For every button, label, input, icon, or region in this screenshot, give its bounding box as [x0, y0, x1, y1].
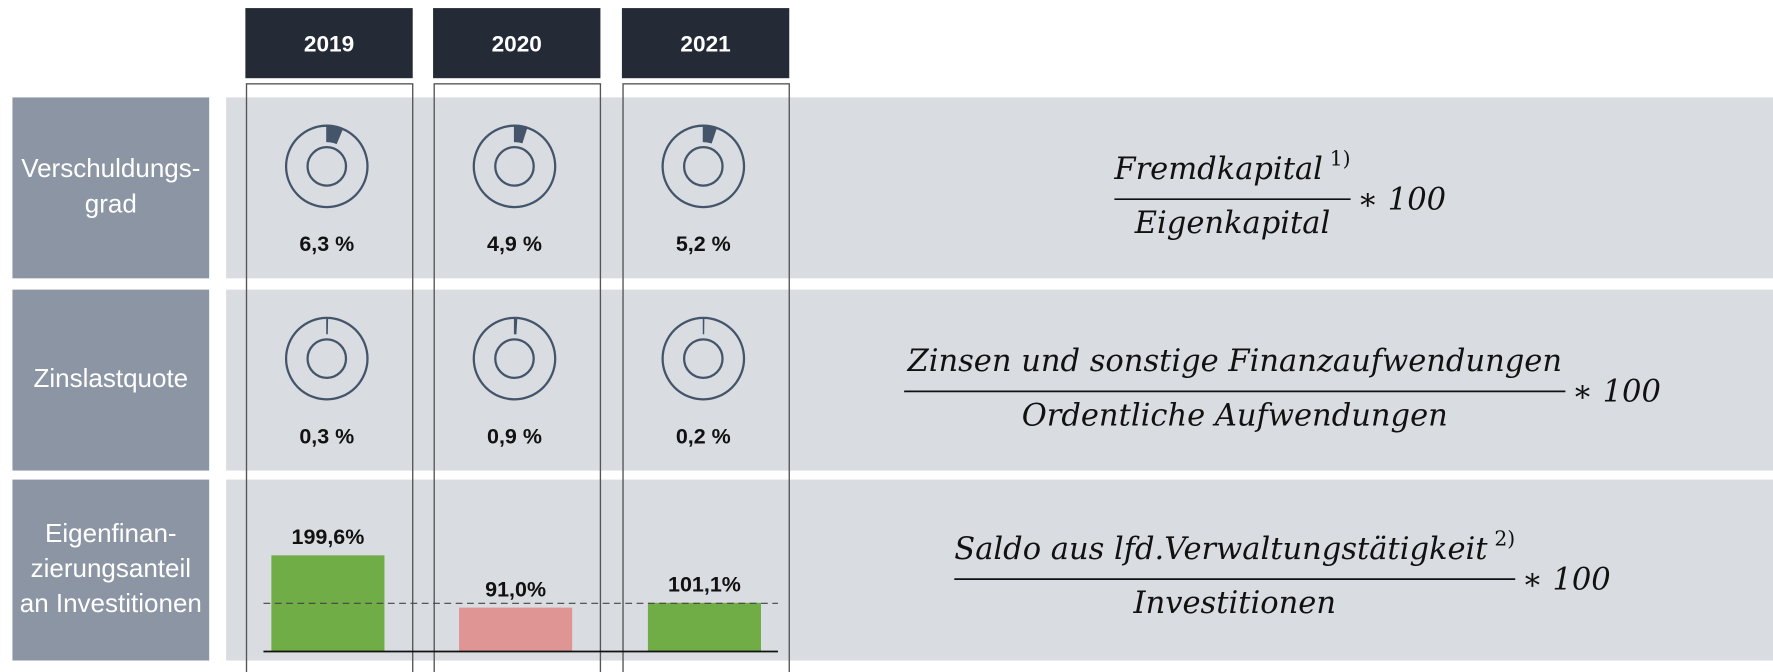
formula-numerator: Zinsen und sonstige Finanzaufwendungen	[907, 344, 1562, 379]
formula-denominator: Eigenkapital	[1134, 206, 1330, 241]
row-label-bg	[12, 97, 210, 279]
donut-inner	[306, 146, 348, 187]
value-label: 0,2 %	[676, 424, 731, 448]
row-bg	[226, 289, 1773, 471]
donut-segment	[702, 125, 718, 144]
formula-denominator: Investitionen	[1133, 586, 1336, 621]
column-outline	[622, 83, 790, 672]
row-label: grad	[85, 188, 137, 218]
donut-segment	[326, 317, 329, 335]
formula-factor: ∗ 100	[1357, 182, 1446, 217]
value-label: 0,9 %	[487, 424, 542, 448]
row-label: Verschuldungs-	[21, 153, 200, 183]
year-header	[621, 8, 790, 79]
donut-segment	[326, 125, 344, 145]
donut-inner	[494, 338, 535, 379]
bar	[459, 607, 573, 652]
formula-factor: ∗ 100	[1572, 375, 1661, 410]
donut-segment	[513, 125, 528, 144]
donut-segment	[513, 317, 518, 335]
donut-inner	[682, 338, 724, 379]
row-label-bg	[12, 289, 210, 471]
bar	[647, 602, 761, 652]
column-outline	[433, 83, 602, 672]
year-header	[245, 8, 413, 79]
row-bg	[226, 97, 1773, 279]
donut-inner	[494, 146, 535, 187]
row-label: an Investitionen	[20, 588, 202, 618]
formula-numerator: Saldo aus lfd.Verwaltungstätigkeit 2)	[954, 526, 1515, 567]
year-header	[433, 8, 601, 79]
row-label: Eigenfinan-	[45, 518, 177, 548]
year-label: 2020	[492, 31, 542, 56]
value-label: 199,6%	[292, 525, 365, 549]
formula-note: 1)	[1330, 146, 1351, 170]
value-label: 5,2 %	[676, 232, 731, 256]
year-label: 2019	[304, 31, 354, 56]
formula-numerator-text: Fremdkapital	[1113, 152, 1322, 187]
formula-numerator: Fremdkapital 1)	[1113, 146, 1350, 187]
column-outline	[245, 83, 414, 672]
formula-numerator-text: Zinsen und sonstige Finanzaufwendungen	[907, 344, 1562, 379]
value-label: 6,3 %	[299, 232, 354, 256]
donut-inner	[306, 338, 348, 379]
value-label: 91,0%	[485, 577, 546, 601]
value-label: 101,1%	[668, 572, 741, 596]
year-label: 2021	[680, 31, 730, 56]
donut-inner	[682, 146, 724, 187]
formula-denominator: Ordentliche Aufwendungen	[1022, 398, 1448, 433]
row-label-bg	[12, 479, 210, 661]
value-label: 0,3 %	[299, 424, 354, 448]
formula-numerator-text: Saldo aus lfd.Verwaltungstätigkeit	[954, 532, 1488, 567]
row-label: Zinslastquote	[33, 363, 188, 393]
value-label: 4,9 %	[487, 232, 542, 256]
row-label: zierungsanteil	[31, 553, 191, 583]
formula-factor: ∗ 100	[1522, 562, 1611, 597]
donut-segment	[702, 317, 705, 335]
formula-note: 2)	[1494, 526, 1515, 550]
